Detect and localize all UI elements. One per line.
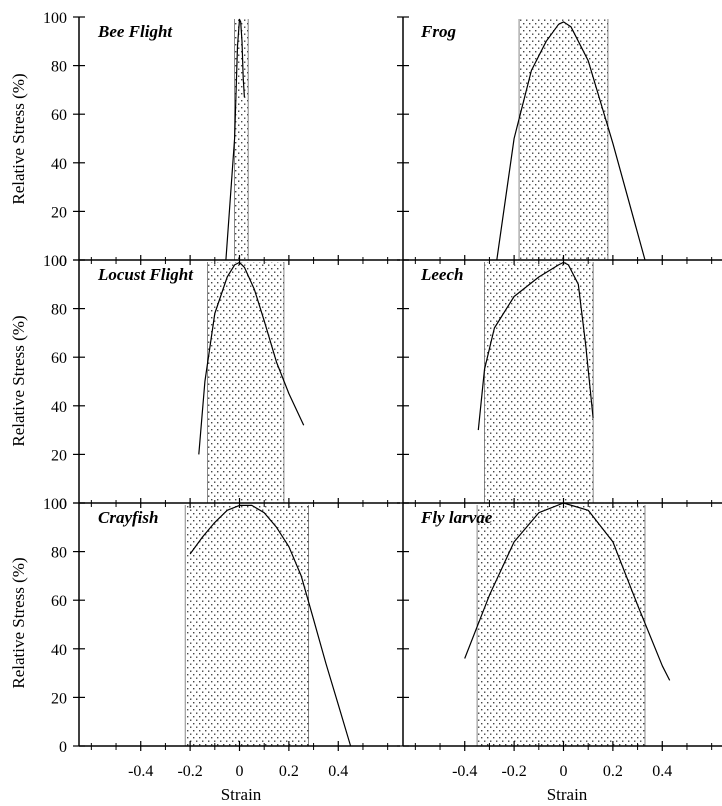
y-tick-label-locust-flight-40: 40 xyxy=(51,399,67,416)
y-tick-label-locust-flight-0: 0 xyxy=(59,496,67,513)
x-axis-title-right: Strain xyxy=(547,785,588,804)
x-axis-title-left: Strain xyxy=(221,785,262,804)
panel-title-fly-larvae: Fly larvae xyxy=(420,508,493,527)
panel-title-crayfish: Crayfish xyxy=(98,508,158,527)
panel-title-frog: Frog xyxy=(420,22,456,41)
panel-frog: Frog xyxy=(397,16,722,265)
shaded-range-bee-flight xyxy=(234,19,249,260)
shaded-range-frog xyxy=(519,19,608,260)
shaded-range-crayfish xyxy=(185,505,309,746)
panel-title-bee-flight: Bee Flight xyxy=(97,22,173,41)
x-tick-label-fly-larvae-0p2: 0.2 xyxy=(603,763,623,780)
y-tick-label-locust-flight-60: 60 xyxy=(51,350,67,367)
x-tick-label-crayfish-0p2: 0.2 xyxy=(279,763,299,780)
y-tick-label-bee-flight-100: 100 xyxy=(43,10,67,27)
panel-bee-flight: 0 20 40 60 80 100 Bee Flight xyxy=(43,10,400,270)
series-line-leech xyxy=(477,261,594,431)
series-line-bee-flight xyxy=(225,18,245,261)
x-tick-label-crayfish--0p4: -0.4 xyxy=(128,763,153,780)
y-tick-label-bee-flight-60: 60 xyxy=(51,107,67,124)
y-tick-label-crayfish-0: 0 xyxy=(59,739,67,756)
series-line-frog xyxy=(496,21,646,261)
y-tick-label-crayfish-40: 40 xyxy=(51,642,67,659)
y-tick-label-crayfish-60: 60 xyxy=(51,593,67,610)
y-tick-label-locust-flight-100: 100 xyxy=(43,253,67,270)
y-tick-label-crayfish-20: 20 xyxy=(51,690,67,707)
y-tick-label-crayfish-100: 100 xyxy=(43,496,67,513)
x-tick-label-crayfish-0p4: 0.4 xyxy=(328,763,348,780)
shaded-range-locust-flight xyxy=(207,262,284,503)
x-tick-label-crayfish-0: 0 xyxy=(236,763,244,780)
panel-locust-flight: 0 20 40 60 80 100 Locust Flight xyxy=(43,253,400,513)
y-tick-label-bee-flight-40: 40 xyxy=(51,156,67,173)
x-tick-label-fly-larvae-0p4: 0.4 xyxy=(652,763,672,780)
panel-fly-larvae: -0.4 -0.2 0 0.2 0.4 Fly larvae xyxy=(397,502,722,780)
y-axis-title-row1: Relative Stress (%) xyxy=(9,73,28,204)
series-line-locust-flight xyxy=(198,261,305,455)
panel-title-locust-flight: Locust Flight xyxy=(97,265,194,284)
y-tick-label-bee-flight-0: 0 xyxy=(59,253,67,270)
x-tick-label-fly-larvae-0: 0 xyxy=(560,763,568,780)
y-axis-title-row2: Relative Stress (%) xyxy=(9,315,28,446)
panels-group: 0 20 40 60 80 100 Bee Flight Frog 0 20 40 60 80 100 Lo… xyxy=(43,10,722,780)
panel-leech: Leech xyxy=(397,259,722,508)
y-tick-label-locust-flight-20: 20 xyxy=(51,447,67,464)
y-tick-label-locust-flight-80: 80 xyxy=(51,302,67,319)
series-line-fly-larvae xyxy=(464,502,671,681)
y-tick-label-crayfish-80: 80 xyxy=(51,545,67,562)
x-tick-label-fly-larvae--0p4: -0.4 xyxy=(452,763,477,780)
x-tick-label-fly-larvae--0p2: -0.2 xyxy=(501,763,526,780)
y-tick-label-bee-flight-20: 20 xyxy=(51,204,67,221)
panel-crayfish: 0 20 40 60 80 100 -0.4 -0.2 0 0.2 0.4 Crayfish xyxy=(43,496,400,780)
y-tick-label-bee-flight-80: 80 xyxy=(51,59,67,76)
panel-title-leech: Leech xyxy=(420,265,463,284)
shaded-range-fly-larvae xyxy=(477,505,645,746)
shaded-range-leech xyxy=(484,262,594,503)
x-tick-label-crayfish--0p2: -0.2 xyxy=(177,763,202,780)
series-line-crayfish xyxy=(189,504,352,747)
y-axis-title-row3: Relative Stress (%) xyxy=(9,557,28,688)
